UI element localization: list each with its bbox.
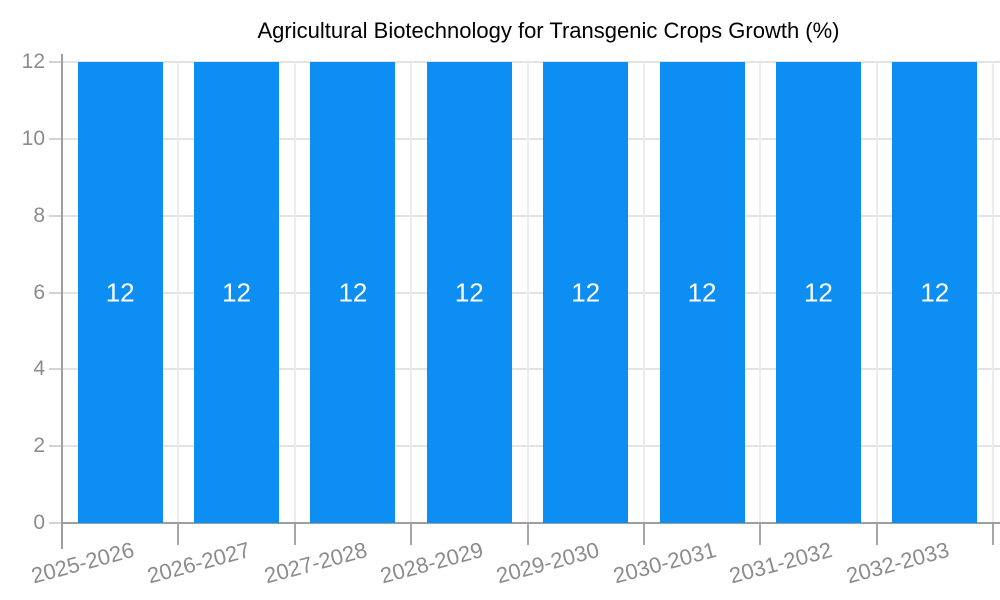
y-axis-tick-label: 8 xyxy=(33,203,45,227)
y-axis-tick xyxy=(49,368,62,371)
x-axis-category-label: 2031-2032 xyxy=(726,537,835,589)
bar-value-label: 12 xyxy=(454,277,484,307)
gridline-vertical xyxy=(875,62,878,523)
y-axis-tick xyxy=(49,214,62,217)
bar[interactable] xyxy=(892,62,978,523)
y-axis-tick xyxy=(49,522,62,524)
x-axis-category-label: 2032-2033 xyxy=(843,537,952,589)
gridline-horizontal xyxy=(62,214,1000,217)
bar[interactable] xyxy=(77,62,163,523)
bar[interactable] xyxy=(659,62,745,523)
gridline-vertical xyxy=(759,62,762,523)
y-axis-tick xyxy=(49,137,62,140)
x-axis-category-label: 2026-2027 xyxy=(144,537,254,589)
gridline-vertical xyxy=(293,62,296,523)
gridline-vertical xyxy=(177,62,180,523)
bar[interactable] xyxy=(426,62,512,523)
bar[interactable] xyxy=(775,62,861,523)
y-axis-tick xyxy=(49,291,62,294)
gridline-vertical xyxy=(642,62,645,523)
y-axis-line xyxy=(61,54,63,549)
y-axis-tick-label: 2 xyxy=(33,434,45,458)
chart-title: Agricultural Biotechnology for Transgeni… xyxy=(257,18,840,43)
bar[interactable] xyxy=(194,62,280,523)
bar-value-label: 12 xyxy=(803,277,833,307)
bar-value-label: 12 xyxy=(687,277,717,307)
bar-value-label: 12 xyxy=(338,277,368,307)
gridline-horizontal xyxy=(62,137,1000,140)
x-axis-category-label: 2030-2031 xyxy=(610,537,719,589)
x-axis-tick xyxy=(177,523,180,545)
x-axis-tick xyxy=(875,523,878,545)
y-axis-tick-label: 12 xyxy=(21,50,45,73)
x-axis-tick xyxy=(293,523,296,545)
x-axis-line xyxy=(62,522,1000,524)
bar-value-label: 12 xyxy=(222,277,252,307)
x-axis-tick xyxy=(759,523,762,545)
bar[interactable] xyxy=(543,62,629,523)
x-axis-category-label: 2028-2029 xyxy=(377,537,486,589)
x-axis-category-label: 2027-2028 xyxy=(261,537,370,589)
bar-value-label: 12 xyxy=(571,277,601,307)
bar-value-label: 12 xyxy=(920,277,950,307)
gridline-horizontal xyxy=(62,61,1000,63)
gridline-horizontal xyxy=(62,445,1000,448)
gridline-vertical xyxy=(992,62,994,523)
y-axis-tick xyxy=(49,445,62,448)
chart-legend: Agricultural Biotechnology for Transgeni… xyxy=(0,18,1000,44)
bar[interactable] xyxy=(310,62,396,523)
x-axis-tick xyxy=(410,523,413,545)
gridline-vertical xyxy=(410,62,413,523)
x-axis-category-label: 2025-2026 xyxy=(28,537,137,589)
x-axis-tick xyxy=(526,523,529,545)
gridline-horizontal xyxy=(62,368,1000,371)
y-axis-tick-label: 4 xyxy=(33,357,45,381)
x-axis-category-label: 2029-2030 xyxy=(494,537,603,589)
y-axis-tick-label: 10 xyxy=(21,126,45,150)
y-axis-tick-label: 0 xyxy=(33,511,45,534)
y-axis-tick-label: 6 xyxy=(33,280,45,304)
gridline-horizontal xyxy=(62,291,1000,294)
y-axis-tick xyxy=(49,61,62,63)
x-axis-tick xyxy=(642,523,645,545)
gridline-vertical xyxy=(526,62,529,523)
x-axis-tick xyxy=(992,523,994,545)
bar-value-label: 12 xyxy=(105,277,135,307)
